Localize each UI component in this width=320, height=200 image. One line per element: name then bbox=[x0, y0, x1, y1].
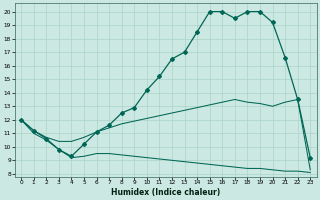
X-axis label: Humidex (Indice chaleur): Humidex (Indice chaleur) bbox=[111, 188, 220, 197]
